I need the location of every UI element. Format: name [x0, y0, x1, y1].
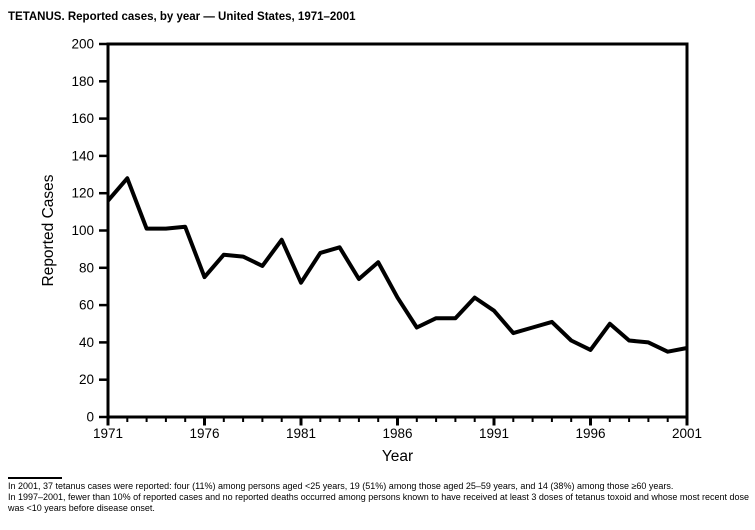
x-tick-label: 1996 — [575, 426, 605, 441]
y-tick-label: 160 — [71, 111, 94, 126]
plot-frame — [106, 42, 689, 419]
footnote-text-line2: In 1997–2001, fewer than 10% of reported… — [8, 491, 749, 513]
y-tick-label: 120 — [71, 186, 94, 201]
y-tick-label: 100 — [71, 223, 94, 238]
y-tick-label: 140 — [71, 148, 94, 163]
x-tick-label: 1971 — [93, 426, 123, 441]
tetanus-line-chart: 0 20 40 60 80 100 120 140 160 180 200 1971 1976 1981 1… — [40, 37, 702, 466]
x-tick-label: 1986 — [382, 426, 412, 441]
y-tick-label: 20 — [79, 372, 94, 387]
footnote-divider — [8, 477, 62, 479]
x-axis-title: Year — [382, 448, 413, 465]
x-tick-label: 1991 — [479, 426, 509, 441]
x-tick-label: 1981 — [286, 426, 316, 441]
y-tick-label: 0 — [86, 410, 94, 425]
y-tick-label: 80 — [79, 260, 94, 275]
reported-cases-series — [106, 176, 688, 354]
footnote: In 2001, 37 tetanus cases were reported:… — [8, 481, 755, 513]
y-tick-label: 200 — [71, 37, 94, 52]
x-tick-label: 1976 — [189, 426, 219, 441]
y-tick-label: 40 — [79, 335, 94, 350]
y-tick-label: 60 — [79, 298, 94, 313]
footnote-text-line1: In 2001, 37 tetanus cases were reported:… — [8, 481, 674, 491]
chart-title: TETANUS. Reported cases, by year — Unite… — [8, 11, 356, 23]
y-axis-title: Reported Cases — [40, 174, 57, 286]
x-tick-label: 2001 — [672, 426, 702, 441]
y-tick-label: 180 — [71, 74, 94, 89]
